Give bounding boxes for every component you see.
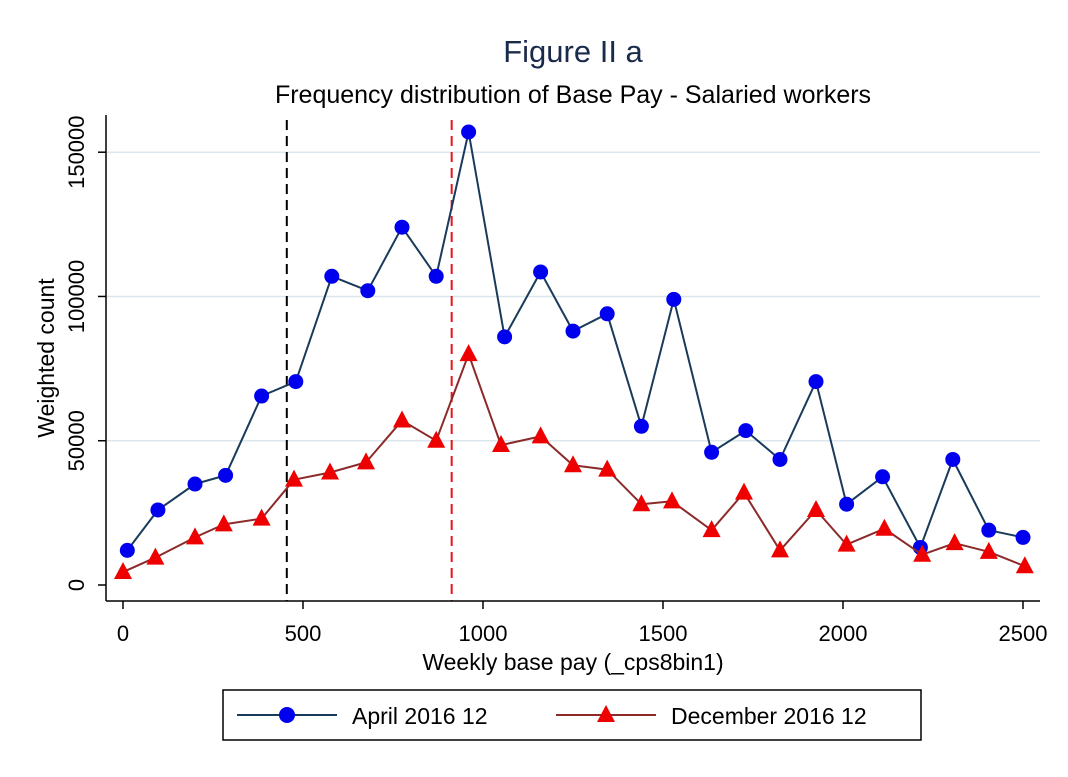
data-point (394, 219, 410, 235)
data-point (360, 283, 376, 299)
x-tick-label: 1000 (459, 621, 508, 646)
data-point (1015, 556, 1034, 574)
data-point (837, 534, 856, 552)
data-point (461, 124, 477, 140)
series-layer (114, 124, 1034, 580)
data-point (146, 547, 165, 565)
data-point (945, 451, 961, 467)
chart-title: Figure II a (503, 34, 643, 69)
data-point (285, 469, 303, 487)
data-point (393, 410, 411, 428)
data-point (427, 430, 446, 448)
y-tick-label: 150000 (64, 115, 89, 188)
data-point (565, 323, 581, 339)
data-point (599, 306, 615, 322)
data-point (735, 482, 753, 500)
data-point (492, 435, 510, 453)
x-tick-label: 500 (285, 621, 322, 646)
data-point (772, 451, 788, 467)
data-point (497, 329, 513, 345)
reference-lines (285, 120, 453, 601)
data-point (288, 374, 304, 390)
data-point (114, 562, 132, 580)
data-point (254, 388, 270, 404)
data-point (428, 268, 444, 284)
data-point (598, 459, 617, 477)
data-point (119, 542, 135, 558)
data-point (564, 455, 582, 473)
data-point (666, 291, 682, 307)
data-point (186, 527, 204, 545)
legend-label-april: April 2016 12 (352, 703, 488, 729)
data-point (807, 499, 825, 517)
data-point (214, 514, 233, 532)
y-axis-label: Weighted count (33, 278, 59, 438)
grid-lines (106, 151, 1040, 442)
data-point (218, 467, 234, 483)
data-point (839, 496, 855, 512)
chart-subtitle: Frequency distribution of Base Pay - Sal… (275, 81, 871, 109)
data-point (187, 476, 203, 492)
legend-marker-april (279, 707, 295, 723)
data-point (738, 423, 754, 439)
data-point (702, 520, 721, 538)
x-tick-label: 2000 (819, 621, 868, 646)
data-point (875, 469, 891, 485)
legend: April 2016 12 December 2016 12 (222, 689, 922, 741)
series-line-1 (126, 131, 1024, 552)
data-point (808, 374, 824, 390)
x-axis-label: Weekly base pay (_cps8bin1) (422, 649, 723, 675)
data-point (150, 502, 166, 518)
data-point (321, 462, 339, 480)
data-point (1015, 529, 1031, 545)
data-point (663, 491, 681, 509)
data-point (771, 540, 789, 558)
data-point (945, 533, 964, 551)
data-point (704, 444, 720, 460)
data-point (633, 418, 649, 434)
data-point (533, 264, 549, 280)
data-point (875, 518, 894, 536)
data-point (913, 544, 932, 562)
data-point (324, 268, 340, 284)
data-point (357, 452, 375, 470)
legend-label-december: December 2016 12 (671, 703, 867, 729)
data-point (979, 541, 998, 559)
y-tick-label: 50000 (64, 410, 89, 471)
data-point (531, 426, 550, 444)
data-point (632, 494, 651, 512)
x-tick-label: 1500 (639, 621, 688, 646)
axes: 0 500 1000 1500 2000 2500 0 50000 100000 150000 (64, 115, 1047, 646)
data-point (981, 522, 997, 538)
y-tick-label: 0 (64, 579, 89, 591)
x-tick-label: 0 (117, 621, 129, 646)
y-tick-label: 100000 (64, 260, 89, 333)
data-point (459, 344, 478, 362)
data-point (252, 508, 271, 526)
legend-marker-december (597, 705, 615, 722)
x-tick-label: 2500 (999, 621, 1048, 646)
